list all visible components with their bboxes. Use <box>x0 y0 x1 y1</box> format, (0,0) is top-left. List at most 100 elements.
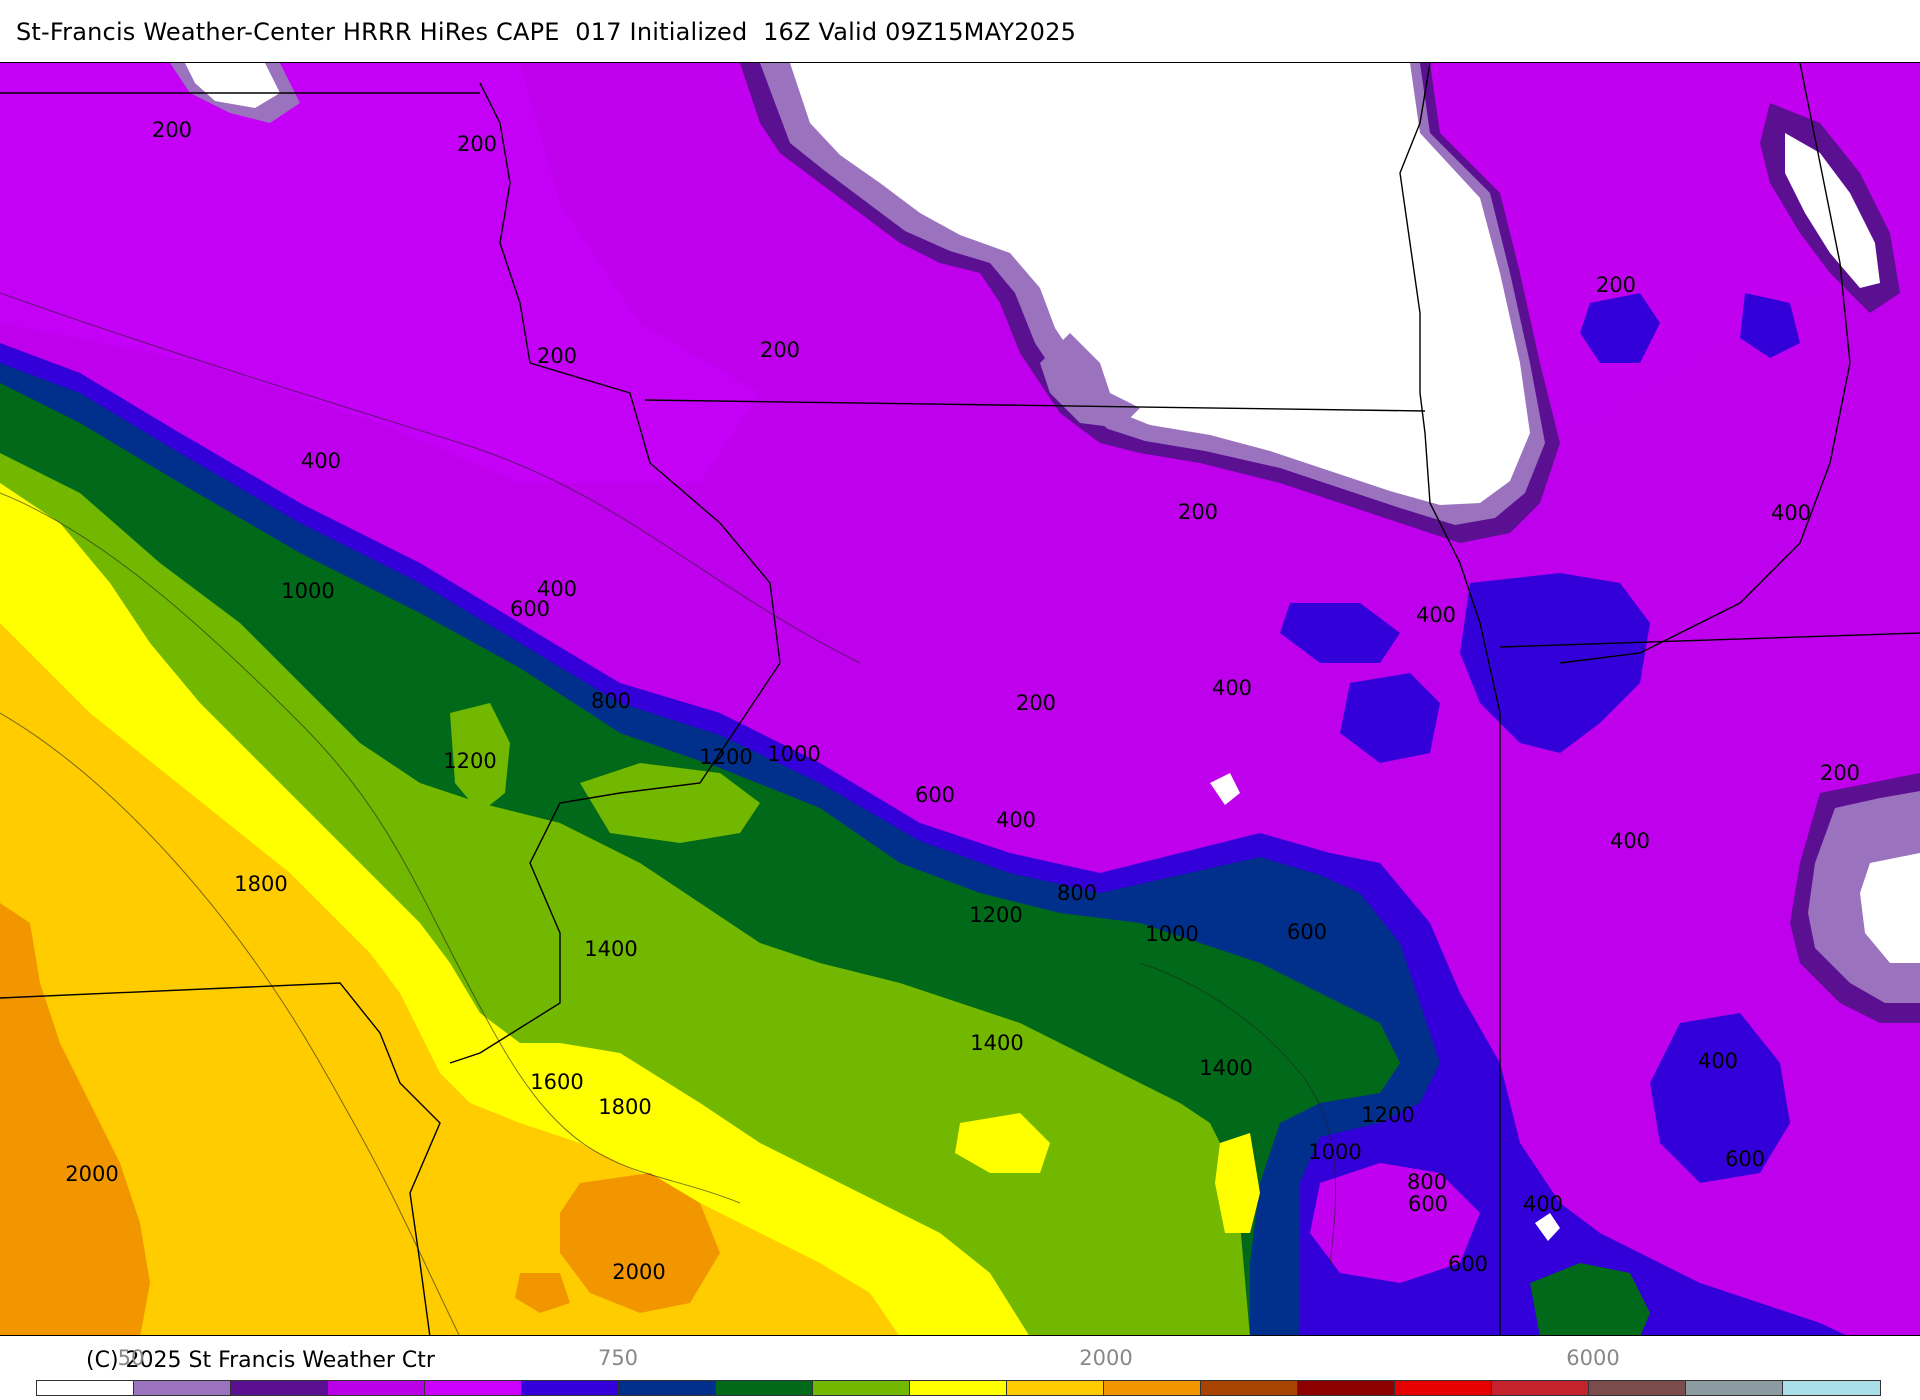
contour-label: 1000 <box>1145 922 1198 946</box>
cape-band-400-se <box>1650 1013 1790 1183</box>
cape-map[interactable]: 200 200 200 200 400 200 200 400 400 600 … <box>0 62 1920 1336</box>
legend-swatch <box>1104 1381 1201 1395</box>
legend-tick: 2000 <box>1079 1346 1133 1370</box>
legend-swatch <box>37 1381 134 1395</box>
contour-label: 1200 <box>969 903 1022 927</box>
contour-labels: 200 200 200 200 400 200 200 400 400 600 … <box>65 118 1860 1284</box>
cape-band-0-nw <box>185 63 280 108</box>
contour-label: 1000 <box>281 579 334 603</box>
contour-label: 600 <box>1448 1252 1488 1276</box>
contour-label: 1400 <box>1199 1056 1252 1080</box>
cape-band-1600-blob2 <box>1215 1133 1260 1233</box>
header: St-Francis Weather-Center HRRR HiRes CAP… <box>0 0 1920 62</box>
contour-label: 200 <box>457 132 497 156</box>
legend-swatch <box>1298 1381 1395 1395</box>
cape-band-400-ne <box>1580 293 1660 363</box>
contour-label: 400 <box>996 808 1036 832</box>
contour-label: 600 <box>1408 1192 1448 1216</box>
contour-label: 400 <box>1416 603 1456 627</box>
contour-label: 1800 <box>234 872 287 896</box>
state-border <box>449 82 781 1064</box>
contour-label: 600 <box>1725 1147 1765 1171</box>
cape-band-800-se <box>1530 1263 1650 1335</box>
legend-footer: (C) 2025 St Francis Weather Ctr 50 750 2… <box>0 1336 1920 1400</box>
cape-band-200-light <box>0 63 760 483</box>
contour-label: 400 <box>1698 1049 1738 1073</box>
color-scale-bar <box>36 1380 1881 1396</box>
contour-line <box>0 292 861 664</box>
contour-label: 600 <box>915 783 955 807</box>
legend-swatch <box>1783 1381 1880 1395</box>
state-border <box>644 399 1426 412</box>
cape-band-0-north-core <box>790 63 1530 505</box>
contour-label: 200 <box>1820 761 1860 785</box>
contour-line <box>0 712 460 1335</box>
contour-label: 800 <box>1057 881 1097 905</box>
copyright-text: (C) 2025 St Francis Weather Ctr <box>86 1348 435 1373</box>
legend-swatch <box>1007 1381 1104 1395</box>
cape-band-200-se <box>1310 1163 1480 1283</box>
cape-band-0-east <box>1860 853 1920 963</box>
state-border <box>1499 632 1920 648</box>
legend-swatch <box>1395 1381 1492 1395</box>
contour-label: 1200 <box>443 749 496 773</box>
contour-label: 200 <box>1596 273 1636 297</box>
legend-swatch <box>1686 1381 1783 1395</box>
cape-band-1600-blob <box>955 1113 1050 1173</box>
contour-line <box>0 492 741 1204</box>
contour-line <box>1139 962 1337 1264</box>
contour-label: 1200 <box>699 745 752 769</box>
legend-swatch <box>1589 1381 1686 1395</box>
cape-band-200-notch <box>1040 333 1140 428</box>
contour-label: 400 <box>1212 676 1252 700</box>
cape-band-400-ne2 <box>1740 293 1800 358</box>
legend-tick: 50 <box>117 1346 145 1370</box>
contour-label: 600 <box>1287 920 1327 944</box>
contour-label: 400 <box>1610 829 1650 853</box>
cape-band-1800 <box>0 623 899 1335</box>
legend-swatch <box>1201 1381 1298 1395</box>
cape-map-canvas: 200 200 200 200 400 200 200 400 400 600 … <box>0 63 1920 1335</box>
cape-band-0-dot <box>1210 773 1240 805</box>
contour-label: 200 <box>1016 691 1056 715</box>
cape-band-2000-west2 <box>40 1143 100 1223</box>
legend-swatch <box>425 1381 522 1395</box>
contour-lines <box>0 292 1337 1335</box>
contour-label: 400 <box>537 577 577 601</box>
legend-swatch <box>522 1381 619 1395</box>
legend-tick: 6000 <box>1566 1346 1620 1370</box>
contour-label: 200 <box>537 344 577 368</box>
contour-label: 200 <box>760 338 800 362</box>
contour-label: 1400 <box>970 1031 1023 1055</box>
contour-label: 600 <box>510 597 550 621</box>
contour-label: 1600 <box>530 1070 583 1094</box>
contour-label: 1000 <box>1308 1140 1361 1164</box>
cape-band-400-east2 <box>1460 573 1650 753</box>
cape-band-1200-blob <box>450 703 510 813</box>
contour-label: 400 <box>1771 501 1811 525</box>
state-border <box>1399 63 1501 714</box>
cape-band-2000-south2 <box>515 1273 570 1313</box>
cape-band-400-east3 <box>1340 673 1440 763</box>
legend-swatch <box>619 1381 716 1395</box>
cape-band-1200-blob2 <box>580 763 760 843</box>
cape-band-0-se-dot <box>1535 1213 1560 1241</box>
cape-band-0-ne <box>1785 133 1880 288</box>
legend-swatch <box>813 1381 910 1395</box>
contour-label: 2000 <box>65 1162 118 1186</box>
contour-label: 800 <box>1407 1170 1447 1194</box>
cape-band-2000-west <box>0 903 150 1335</box>
political-borders <box>0 63 1920 1335</box>
cape-band-2000-south <box>560 1173 720 1313</box>
cape-band-400-east <box>1280 603 1400 663</box>
legend-tick: 750 <box>597 1346 639 1370</box>
legend-swatch <box>1492 1381 1589 1395</box>
contour-label: 2000 <box>612 1260 665 1284</box>
contour-label: 1400 <box>584 937 637 961</box>
contour-label: 200 <box>152 118 192 142</box>
legend-swatch <box>134 1381 231 1395</box>
contour-label: 800 <box>591 689 631 713</box>
legend-swatch <box>910 1381 1007 1395</box>
legend-swatch <box>716 1381 813 1395</box>
state-border <box>1559 63 1851 664</box>
